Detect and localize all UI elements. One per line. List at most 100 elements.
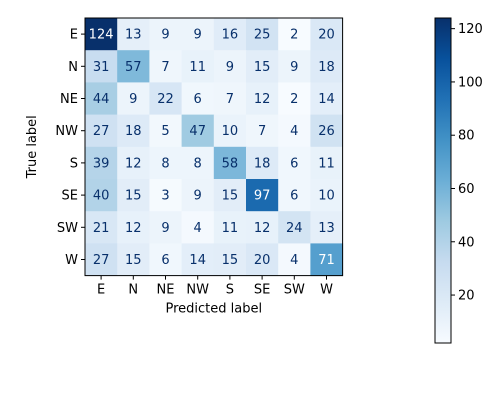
heatmap-cell <box>117 146 150 180</box>
heatmap-cell <box>117 50 150 83</box>
cell-value-label: 5 <box>161 124 169 139</box>
cell-value-label: 27 <box>93 124 110 139</box>
cell-value-label: 14 <box>189 253 206 268</box>
heatmap-cell <box>181 114 215 148</box>
cell-value-label: 15 <box>222 189 239 204</box>
colorbar-tick-label: 20 <box>458 289 475 304</box>
cell-value-label: 4 <box>194 221 202 236</box>
heatmap-cell <box>246 179 279 212</box>
cell-value-label: 6 <box>290 189 298 204</box>
cell-value-label: 6 <box>161 253 169 268</box>
cell-value-label: 47 <box>189 124 206 139</box>
heatmap-cell <box>213 82 247 116</box>
cell-value-label: 10 <box>222 124 239 139</box>
cell-value-label: 58 <box>222 156 239 171</box>
cell-value-label: 2 <box>290 28 298 43</box>
cell-value-label: 39 <box>93 156 110 171</box>
y-tick-label: NE <box>60 92 78 107</box>
heatmap-cell <box>181 146 215 180</box>
cell-value-label: 7 <box>258 124 266 139</box>
x-tick-label: SW <box>284 283 305 298</box>
cell-value-label: 11 <box>189 60 206 75</box>
heatmap-cell <box>149 243 183 277</box>
cell-value-label: 9 <box>226 60 234 75</box>
colorbar-tick-label: 120 <box>458 22 483 37</box>
y-tick-label: W <box>65 253 78 268</box>
x-tick-label: NE <box>157 283 175 298</box>
heatmap-cell <box>181 179 215 212</box>
heatmap-cell <box>181 18 215 51</box>
cell-value-label: 6 <box>194 92 202 107</box>
cell-value-label: 15 <box>125 253 142 268</box>
cell-value-label: 9 <box>161 221 169 236</box>
heatmap-cell <box>213 179 247 212</box>
heatmap-cell <box>149 114 183 148</box>
heatmap-cell <box>246 50 279 83</box>
cell-value-label: 14 <box>318 92 335 107</box>
cell-value-label: 20 <box>254 253 271 268</box>
cell-value-label: 8 <box>161 156 169 171</box>
heatmap-cell <box>246 243 279 277</box>
heatmap-cell <box>213 146 247 180</box>
heatmap-cell <box>149 18 183 51</box>
heatmap-cell <box>149 146 183 180</box>
y-tick-label: N <box>68 60 78 75</box>
colorbar-tick-label: 80 <box>458 129 475 144</box>
y-tick-label: E <box>70 28 78 43</box>
heatmap-cell <box>181 243 215 277</box>
x-tick-label: NW <box>186 283 209 298</box>
cell-value-label: 18 <box>125 124 142 139</box>
y-axis: E N NE NW S SE SW W <box>55 28 85 268</box>
y-tick-label: SE <box>62 189 78 204</box>
heatmap-cell <box>310 243 344 277</box>
cell-value-label: 18 <box>318 60 335 75</box>
heatmap-cells <box>85 18 344 277</box>
heatmap-cell <box>246 146 279 180</box>
heatmap-cell <box>117 211 150 244</box>
heatmap-cell <box>85 146 118 180</box>
x-axis: E N NE NW S SE SW W <box>97 275 333 298</box>
cell-value-label: 24 <box>286 221 303 236</box>
heatmap-cell <box>117 243 150 277</box>
heatmap-cell <box>310 211 344 244</box>
heatmap-cell <box>117 82 150 116</box>
cell-value-label: 15 <box>254 60 271 75</box>
heatmap-cell <box>246 82 279 116</box>
y-axis-label: True label <box>25 115 40 179</box>
heatmap-cell <box>85 243 118 277</box>
cell-value-label: 6 <box>290 156 298 171</box>
heatmap-cell <box>213 114 247 148</box>
heatmap-cell <box>85 82 118 116</box>
cell-value-label: 9 <box>161 28 169 43</box>
heatmap-cell <box>278 179 311 212</box>
heatmap-cell <box>278 50 311 83</box>
cell-value-label: 4 <box>290 124 298 139</box>
heatmap-cell <box>149 211 183 244</box>
cell-value-label: 31 <box>93 60 110 75</box>
cell-value-label: 2 <box>290 92 298 107</box>
cell-value-label: 25 <box>254 28 271 43</box>
heatmap-cell <box>181 50 215 83</box>
heatmap-cell <box>149 82 183 116</box>
cell-value-label: 26 <box>318 124 335 139</box>
cell-value-label: 18 <box>254 156 271 171</box>
cell-value-label: 8 <box>194 156 202 171</box>
heatmap-cell <box>246 211 279 244</box>
cell-value-label: 7 <box>226 92 234 107</box>
heatmap-cell <box>213 50 247 83</box>
heatmap-cell <box>278 211 311 244</box>
heatmap-cell <box>278 82 311 116</box>
cell-value-label: 11 <box>318 156 335 171</box>
colorbar-tick-label: 100 <box>458 75 483 90</box>
heatmap-cell <box>310 50 344 83</box>
cell-value-label: 9 <box>129 92 137 107</box>
y-tick-label: S <box>70 156 78 171</box>
heatmap-cell <box>181 82 215 116</box>
cell-value-label: 71 <box>318 253 335 268</box>
heatmap-cell <box>149 179 183 212</box>
heatmap-cell <box>278 243 311 277</box>
cell-value-label: 9 <box>290 60 298 75</box>
cell-value-label: 16 <box>222 28 239 43</box>
